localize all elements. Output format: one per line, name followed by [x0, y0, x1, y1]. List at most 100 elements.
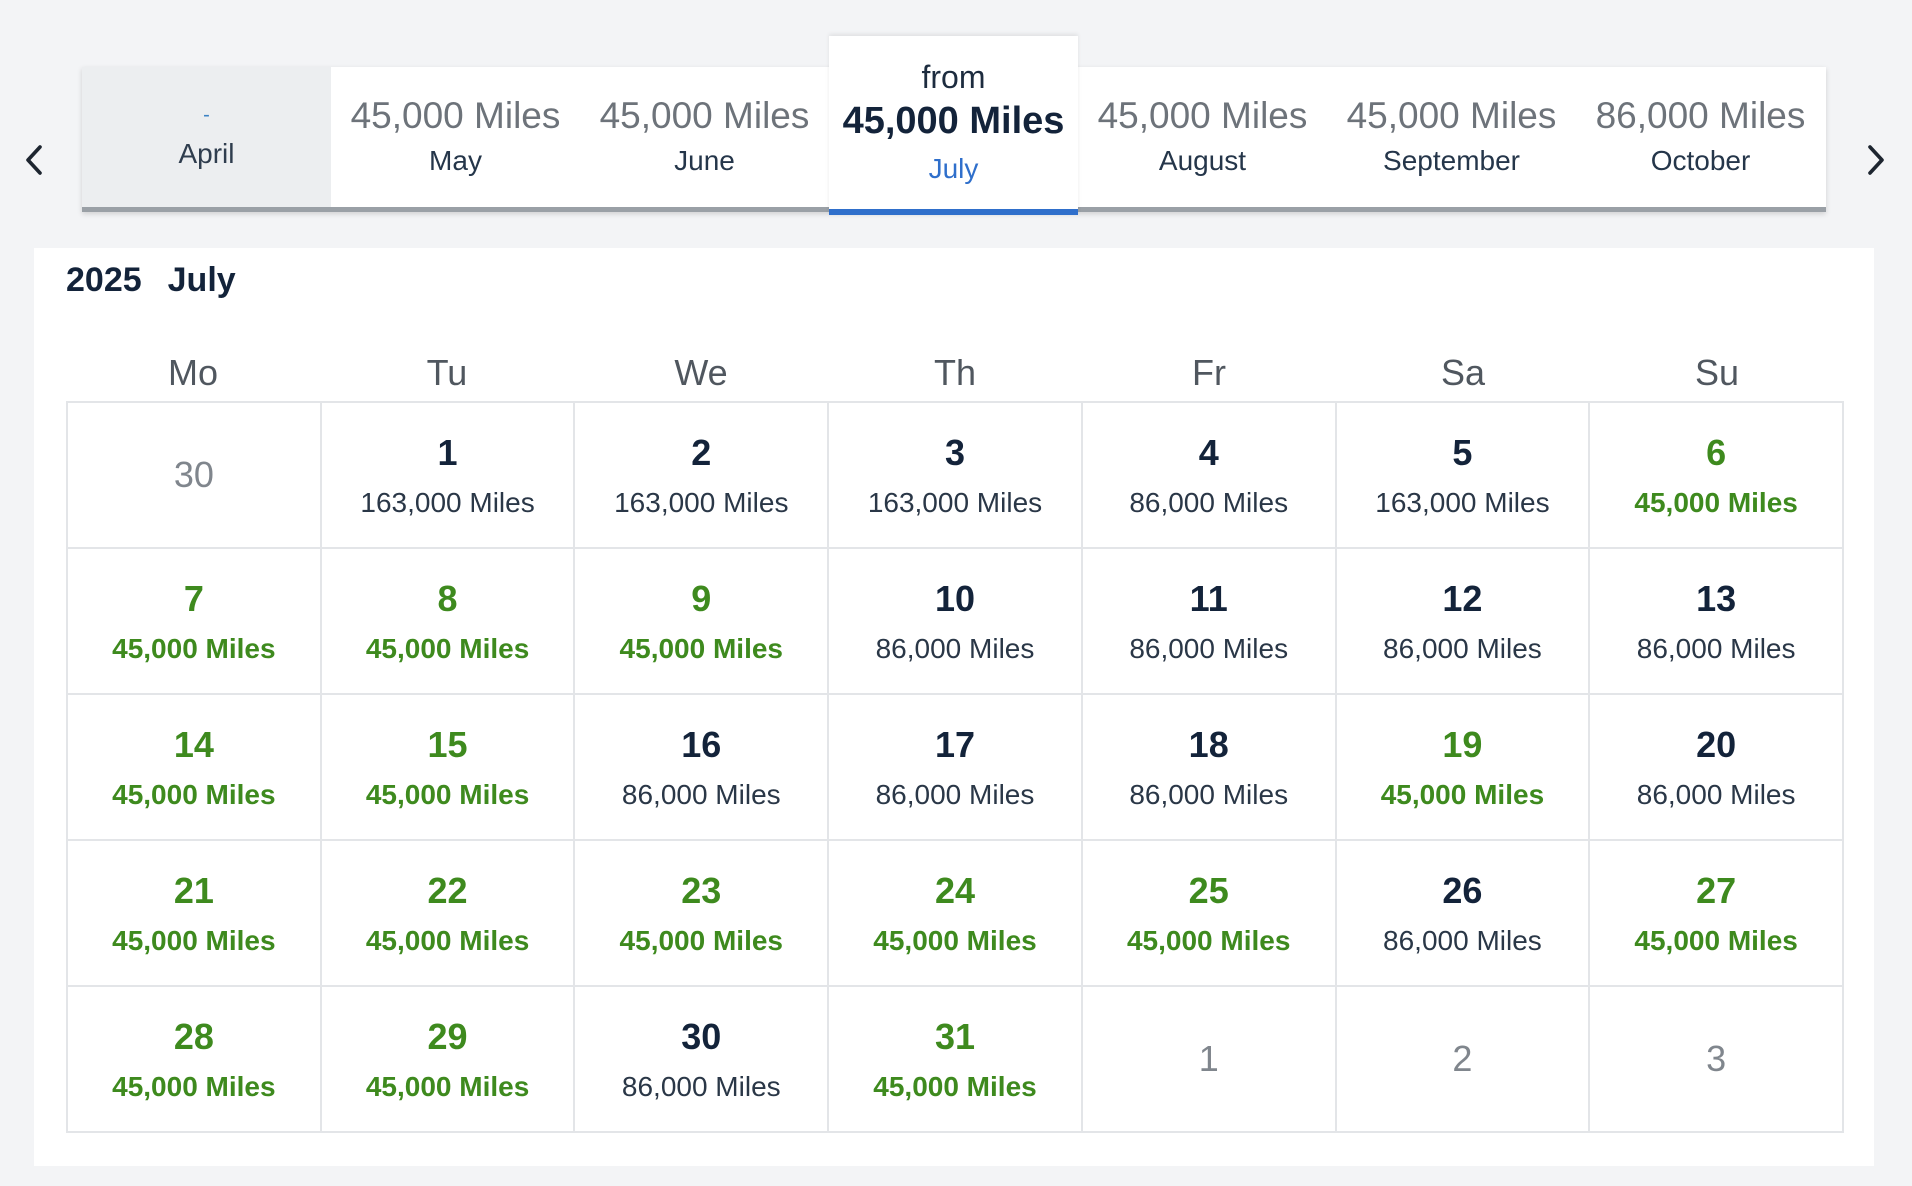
day-number: 12 [1442, 578, 1483, 619]
next-month-button[interactable] [1856, 140, 1896, 180]
calendar-day[interactable]: 14 45,000 Miles [68, 695, 322, 841]
day-number: 18 [1188, 724, 1229, 765]
calendar-day[interactable]: 17 86,000 Miles [829, 695, 1083, 841]
day-number: 10 [934, 578, 976, 619]
day-number: 22 [427, 870, 468, 911]
calendar-day[interactable]: 12 86,000 Miles [1336, 549, 1591, 695]
calendar-day[interactable]: 5 163,000 Miles [1336, 403, 1591, 549]
day-miles-price: 45,000 Miles [873, 925, 1037, 956]
day-miles-price: 45,000 Miles [112, 633, 276, 664]
chevron-left-icon [26, 145, 42, 175]
weekday-label: Mo [167, 352, 218, 393]
calendar-month: July [167, 260, 236, 299]
calendar-day[interactable]: 30 86,000 Miles [575, 987, 830, 1133]
calendar-day[interactable]: 13 86,000 Miles [1590, 549, 1844, 695]
day-number: 17 [934, 724, 976, 765]
day-number: 30 [681, 1016, 722, 1057]
month-tab-april: - April [82, 67, 331, 207]
calendar-day[interactable]: 29 45,000 Miles [321, 987, 576, 1133]
day-miles-price: 163,000 Miles [614, 487, 789, 518]
day-miles-price: 45,000 Miles [1126, 925, 1291, 956]
day-miles-price: 45,000 Miles [619, 925, 783, 956]
day-number: 30 [173, 454, 214, 495]
day-number: 27 [1696, 870, 1737, 911]
month-price: 45,000 Miles [1346, 95, 1557, 136]
month-tab-october[interactable]: 86,000 Miles October [1576, 67, 1825, 207]
day-number: 25 [1188, 870, 1229, 911]
weekday-label: We [674, 352, 728, 393]
day-number: 29 [427, 1016, 468, 1057]
day-miles-price: 45,000 Miles [112, 1071, 276, 1102]
calendar-day[interactable]: 23 45,000 Miles [575, 841, 830, 987]
calendar-day[interactable]: 18 86,000 Miles [1082, 695, 1337, 841]
day-number: 31 [934, 1016, 976, 1057]
month-tab-july[interactable]: from 45,000 Miles July [829, 36, 1078, 215]
day-number: 19 [1442, 724, 1483, 765]
calendar-day[interactable]: 28 45,000 Miles [68, 987, 322, 1133]
day-number: 8 [437, 578, 458, 619]
month-price: 45,000 Miles [599, 95, 810, 136]
calendar-day[interactable]: 9 45,000 Miles [575, 549, 830, 695]
month-name: April [178, 138, 235, 169]
month-price: 45,000 Miles [842, 99, 1065, 142]
day-number: 1 [437, 432, 458, 473]
day-miles-price: 45,000 Miles [1634, 925, 1798, 956]
calendar-day[interactable]: 1 163,000 Miles [321, 403, 576, 549]
calendar-title: 2025 July [66, 254, 236, 306]
month-selector: - April 45,000 Miles May 45,000 Miles Ju… [82, 36, 1826, 215]
calendar-day[interactable]: 27 45,000 Miles [1590, 841, 1844, 987]
day-miles-price: 86,000 Miles [1129, 779, 1289, 810]
calendar-day[interactable]: 25 45,000 Miles [1082, 841, 1337, 987]
month-tab-september[interactable]: 45,000 Miles September [1327, 67, 1576, 207]
day-miles-price: 86,000 Miles [875, 779, 1035, 810]
calendar-day[interactable]: 2 163,000 Miles [575, 403, 830, 549]
calendar-day[interactable]: 22 45,000 Miles [321, 841, 576, 987]
month-no-price: - [203, 104, 210, 126]
day-miles-price: 86,000 Miles [1383, 925, 1542, 956]
calendar-day[interactable]: 31 45,000 Miles [829, 987, 1083, 1133]
calendar-day-outside-month: 30 [68, 403, 322, 549]
calendar-day-outside-month: 1 [1082, 987, 1337, 1133]
calendar-day[interactable]: 3 163,000 Miles [829, 403, 1083, 549]
month-tab-may[interactable]: 45,000 Miles May [331, 67, 580, 207]
calendar-day[interactable]: 26 86,000 Miles [1336, 841, 1591, 987]
day-number: 6 [1706, 432, 1727, 473]
day-number: 4 [1198, 432, 1219, 473]
day-number: 26 [1442, 870, 1483, 911]
day-number: 28 [173, 1016, 214, 1057]
day-miles-price: 86,000 Miles [1383, 633, 1542, 664]
weekday-label: Su [1694, 352, 1740, 393]
previous-month-button[interactable] [14, 140, 54, 180]
calendar-day[interactable]: 4 86,000 Miles [1082, 403, 1337, 549]
calendar-day[interactable]: 8 45,000 Miles [321, 549, 576, 695]
day-number: 16 [681, 724, 722, 765]
month-tab-june[interactable]: 45,000 Miles June [580, 67, 829, 207]
day-miles-price: 45,000 Miles [873, 1071, 1037, 1102]
calendar-day[interactable]: 20 86,000 Miles [1590, 695, 1844, 841]
calendar-day[interactable]: 21 45,000 Miles [68, 841, 322, 987]
day-number: 14 [173, 724, 214, 765]
calendar-day[interactable]: 11 86,000 Miles [1082, 549, 1337, 695]
day-miles-price: 86,000 Miles [875, 633, 1035, 664]
calendar-day[interactable]: 6 45,000 Miles [1590, 403, 1844, 549]
day-number: 11 [1189, 578, 1228, 619]
weekday-header: Mo Tu We Th Fr Sa Su [66, 346, 1844, 400]
calendar-day-outside-month: 2 [1336, 987, 1591, 1133]
calendar-day[interactable]: 10 86,000 Miles [829, 549, 1083, 695]
month-name: October [1650, 145, 1751, 176]
calendar-day[interactable]: 16 86,000 Miles [575, 695, 830, 841]
day-number: 9 [691, 578, 712, 619]
calendar-day[interactable]: 24 45,000 Miles [829, 841, 1083, 987]
month-price: 45,000 Miles [1097, 95, 1308, 136]
month-tab-august[interactable]: 45,000 Miles August [1078, 67, 1327, 207]
calendar-day[interactable]: 7 45,000 Miles [68, 549, 322, 695]
month-price: 45,000 Miles [350, 95, 561, 136]
chevron-right-icon [1868, 145, 1884, 175]
month-from-label: from [921, 58, 986, 95]
day-miles-price: 45,000 Miles [365, 779, 530, 810]
day-number: 3 [944, 432, 965, 473]
calendar-day[interactable]: 19 45,000 Miles [1336, 695, 1591, 841]
day-miles-price: 86,000 Miles [1129, 487, 1289, 518]
day-number: 2 [1452, 1038, 1473, 1079]
calendar-day[interactable]: 15 45,000 Miles [321, 695, 576, 841]
